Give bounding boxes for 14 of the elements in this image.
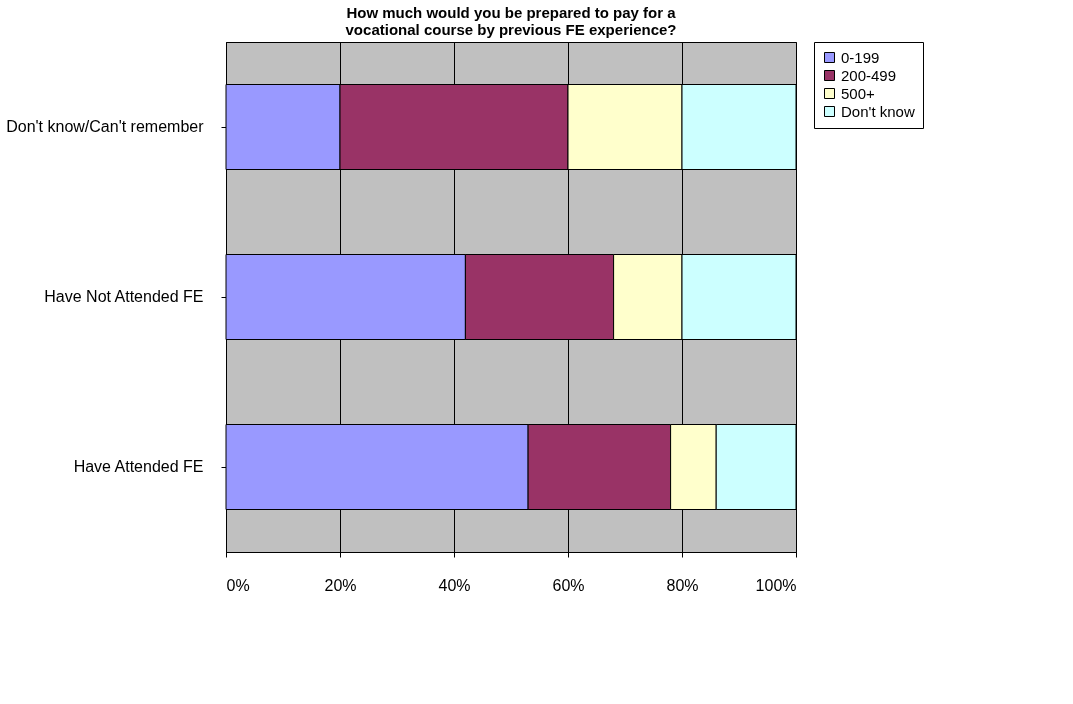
chart-title: How much would you be prepared to pay for a vocational course by previous FE experience? <box>345 3 677 38</box>
x-tick-label: 40% <box>438 576 471 594</box>
y-tick-label: Have Attended FE <box>73 458 204 475</box>
y-tick-label: Have Not Attended FE <box>44 288 204 305</box>
legend-label: 200-499 <box>841 66 897 84</box>
legend-label: Don't know <box>841 102 915 120</box>
x-tick-label: 80% <box>666 576 699 594</box>
x-tick-label: 0% <box>226 576 250 594</box>
legend-label: 0-199 <box>841 48 880 66</box>
legend-label: 500+ <box>841 84 876 102</box>
x-tick-label: 20% <box>324 576 357 594</box>
y-tick-label: Don't know/Can't remember <box>6 118 205 135</box>
x-tick-label: 100% <box>755 576 797 594</box>
x-tick-label: 60% <box>552 576 585 594</box>
